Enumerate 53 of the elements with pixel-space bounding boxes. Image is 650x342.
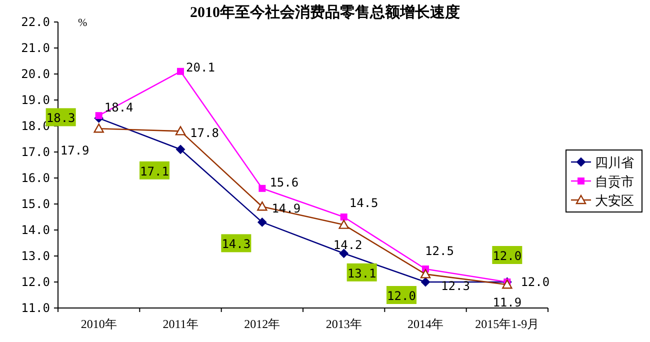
x-tick-label: 2012年: [244, 317, 280, 331]
data-label: 17.8: [190, 126, 219, 140]
data-label: 12.0: [387, 289, 416, 303]
x-tick-label: 2013年: [326, 317, 362, 331]
y-tick-label: 15.0: [21, 197, 50, 211]
y-tick-label: 22.0: [21, 15, 50, 29]
data-label: 12.0: [520, 275, 550, 289]
data-label: 15.6: [270, 175, 299, 190]
legend-label: 自贡市: [595, 174, 634, 189]
data-label: 13.1: [347, 266, 376, 280]
point: [257, 202, 268, 211]
data-label: 11.9: [492, 296, 522, 310]
y-tick-label: 16.0: [21, 171, 50, 185]
point: [340, 214, 348, 220]
x-tick-label: 2015年1-9月: [475, 317, 540, 331]
data-label: 12.3: [441, 279, 470, 294]
x-tick-label: 2014年: [408, 317, 444, 331]
point: [177, 68, 184, 75]
y-tick-label: 21.0: [21, 41, 50, 55]
point: [95, 112, 102, 120]
y-tick-label: 11.0: [21, 301, 50, 315]
data-label: 12.5: [425, 244, 454, 258]
data-label: 12.0: [492, 249, 522, 263]
point: [94, 124, 104, 133]
legend-label: 大安区: [595, 193, 634, 208]
point: [339, 248, 348, 258]
y-tick-label: 12.0: [21, 275, 50, 289]
point: [176, 144, 185, 154]
chart-title: 2010年至今社会消费品零售总额增长速度: [190, 3, 460, 21]
y-tick-label: 20.0: [21, 67, 50, 81]
data-label: 14.3: [222, 237, 251, 252]
point: [420, 269, 431, 278]
point: [421, 278, 430, 286]
point: [175, 126, 186, 136]
y-axis-title: %: [78, 17, 88, 29]
data-label: 20.1: [186, 60, 215, 74]
point: [502, 280, 512, 289]
y-tick-label: 19.0: [21, 93, 50, 107]
data-label: 14.2: [333, 238, 362, 252]
data-label: 18.3: [46, 111, 76, 126]
point: [258, 184, 266, 192]
x-tick-label: 2011年: [162, 317, 198, 331]
y-tick-label: 14.0: [21, 223, 50, 237]
data-label: 14.5: [349, 196, 378, 210]
y-tick-label: 17.0: [21, 145, 50, 159]
x-tick-label: 2010年: [80, 317, 117, 331]
data-label: 17.1: [140, 164, 169, 178]
legend-label: 四川省: [595, 155, 634, 170]
point: [338, 220, 349, 229]
point: [258, 218, 267, 227]
data-label: 17.9: [60, 144, 90, 158]
data-label: 14.9: [272, 202, 301, 216]
y-tick-label: 13.0: [21, 249, 50, 263]
